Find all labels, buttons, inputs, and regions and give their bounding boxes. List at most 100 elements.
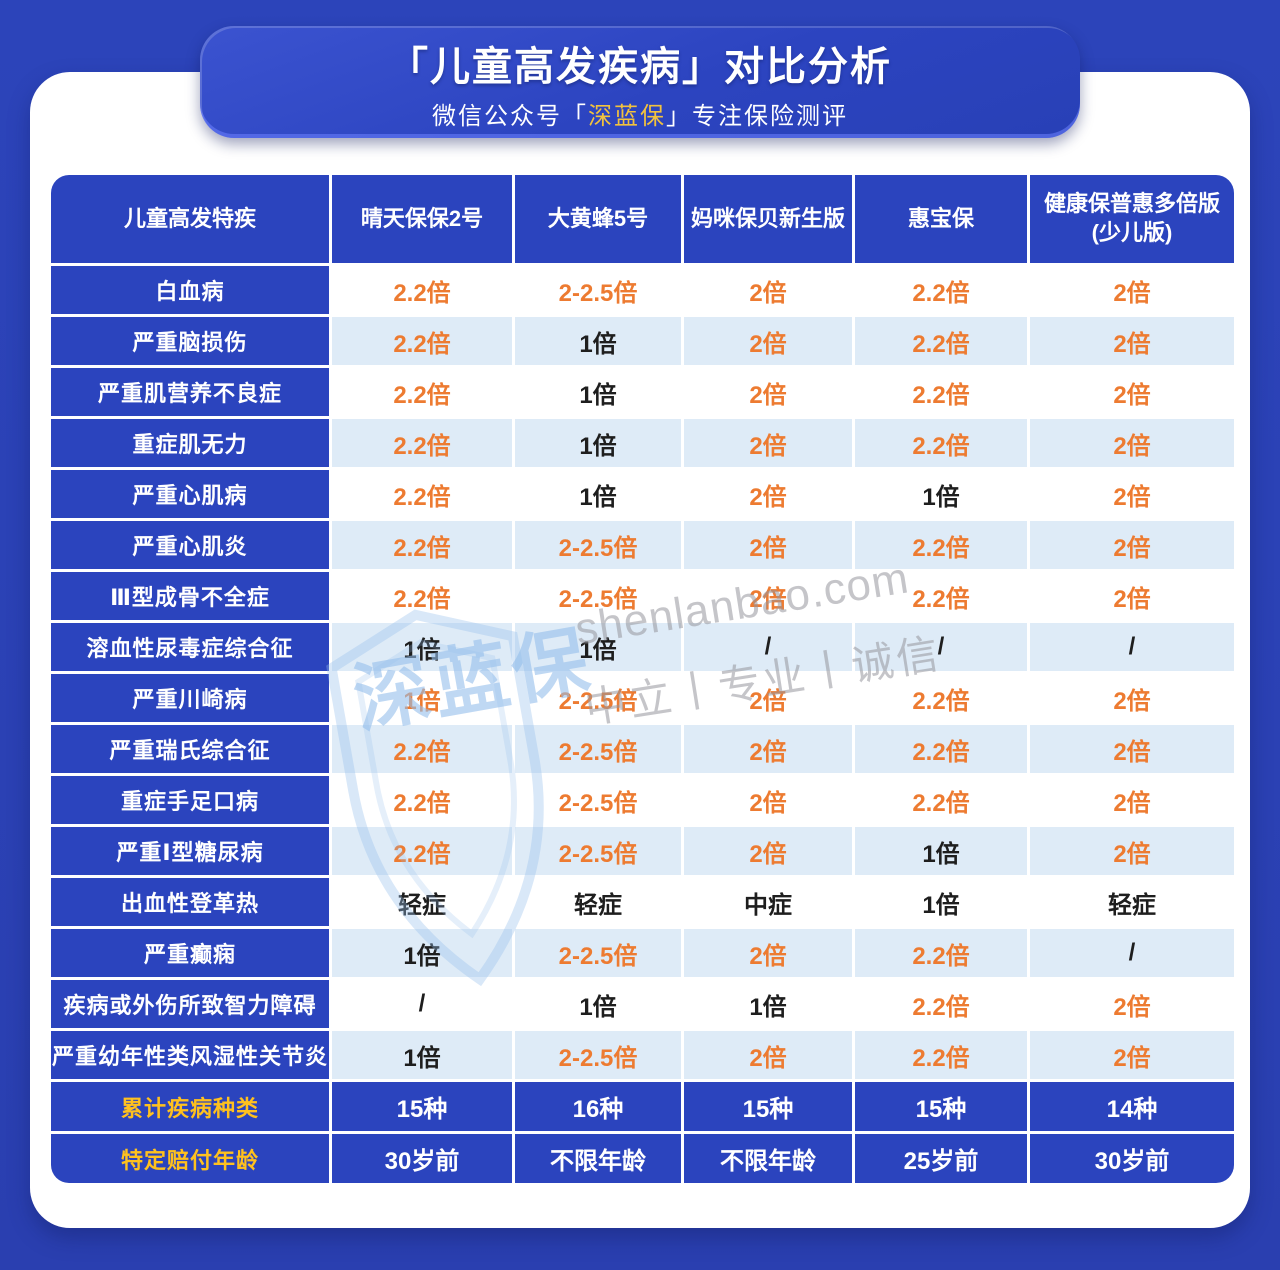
value-cell: 1倍	[515, 368, 681, 416]
row-label: 严重心肌炎	[51, 521, 329, 569]
value-cell: 15种	[855, 1082, 1027, 1131]
value-cell: 1倍	[515, 317, 681, 365]
comparison-table: 儿童高发特疾 晴天保保2号 大黄蜂5号 妈咪保贝新生版 惠宝保 健康保普惠多倍版…	[51, 175, 1234, 1183]
value-cell: 2-2.5倍	[515, 521, 681, 569]
value-cell: 2.2倍	[332, 317, 512, 365]
value-cell: 1倍	[855, 878, 1027, 926]
value-cell: 不限年龄	[515, 1134, 681, 1183]
table-row: 严重川崎病 1倍 2-2.5倍 2倍 2.2倍 2倍	[51, 674, 1234, 722]
value-cell: 2倍	[684, 572, 852, 620]
value-cell: 中症	[684, 878, 852, 926]
value-cell: 2倍	[1030, 980, 1234, 1028]
row-label: 严重川崎病	[51, 674, 329, 722]
table-row: 严重瑞氏综合征 2.2倍 2-2.5倍 2倍 2.2倍 2倍	[51, 725, 1234, 773]
comparison-table-body: 白血病 2.2倍 2-2.5倍 2倍 2.2倍 2倍 严重脑损伤 2.2倍 1倍 2倍 2.2…	[51, 266, 1234, 1183]
header-cell-product-3: 妈咪保贝新生版	[684, 175, 852, 263]
subtitle-prefix: 微信公众号「	[432, 102, 588, 130]
value-cell: 25岁前	[855, 1134, 1027, 1183]
value-cell: /	[332, 980, 512, 1028]
value-cell: /	[684, 623, 852, 671]
table-row: 白血病 2.2倍 2-2.5倍 2倍 2.2倍 2倍	[51, 266, 1234, 314]
value-cell: 2倍	[684, 470, 852, 518]
value-cell: 1倍	[515, 980, 681, 1028]
value-cell: 不限年龄	[684, 1134, 852, 1183]
brand-name: 深蓝保	[588, 102, 666, 130]
value-cell: 2-2.5倍	[515, 725, 681, 773]
content-card: 儿童高发特疾 晴天保保2号 大黄蜂5号 妈咪保贝新生版 惠宝保 健康保普惠多倍版…	[30, 72, 1250, 1228]
row-label: 出血性登革热	[51, 878, 329, 926]
value-cell: 2.2倍	[332, 725, 512, 773]
value-cell: 2倍	[684, 521, 852, 569]
header-cell-product-4: 惠宝保	[855, 175, 1027, 263]
value-cell: 2.2倍	[332, 368, 512, 416]
value-cell: 2倍	[684, 1031, 852, 1079]
value-cell: 2.2倍	[855, 980, 1027, 1028]
value-cell: 2.2倍	[332, 470, 512, 518]
row-label: 严重Ⅰ型糖尿病	[51, 827, 329, 875]
value-cell: 30岁前	[332, 1134, 512, 1183]
value-cell: 2.2倍	[332, 266, 512, 314]
value-cell: 2倍	[1030, 827, 1234, 875]
header-cell-product-2: 大黄蜂5号	[515, 175, 681, 263]
value-cell: 2倍	[1030, 572, 1234, 620]
row-label: 溶血性尿毒症综合征	[51, 623, 329, 671]
value-cell: 1倍	[332, 929, 512, 977]
row-label: 累计疾病种类	[51, 1082, 329, 1131]
value-cell: 2.2倍	[332, 572, 512, 620]
table-row: 严重心肌炎 2.2倍 2-2.5倍 2倍 2.2倍 2倍	[51, 521, 1234, 569]
value-cell: 2倍	[1030, 521, 1234, 569]
table-row: 出血性登革热 轻症 轻症 中症 1倍 轻症	[51, 878, 1234, 926]
header-cell-product-1: 晴天保保2号	[332, 175, 512, 263]
value-cell: 1倍	[515, 623, 681, 671]
row-label: 严重癫痫	[51, 929, 329, 977]
row-label: 严重肌营养不良症	[51, 368, 329, 416]
table-header-row: 儿童高发特疾 晴天保保2号 大黄蜂5号 妈咪保贝新生版 惠宝保 健康保普惠多倍版…	[51, 175, 1234, 263]
table-row: 溶血性尿毒症综合征 1倍 1倍 / / /	[51, 623, 1234, 671]
value-cell: 2倍	[684, 419, 852, 467]
value-cell: 2倍	[684, 674, 852, 722]
value-cell: 2-2.5倍	[515, 827, 681, 875]
value-cell: 15种	[684, 1082, 852, 1131]
value-cell: 2-2.5倍	[515, 1031, 681, 1079]
value-cell: 2.2倍	[855, 521, 1027, 569]
row-label: 严重幼年性类风湿性关节炎	[51, 1031, 329, 1079]
value-cell: 16种	[515, 1082, 681, 1131]
value-cell: 轻症	[332, 878, 512, 926]
value-cell: 2倍	[1030, 266, 1234, 314]
table-row: 累计疾病种类 15种 16种 15种 15种 14种	[51, 1082, 1234, 1131]
header-cell-diseases: 儿童高发特疾	[51, 175, 329, 263]
row-label: 特定赔付年龄	[51, 1134, 329, 1183]
value-cell: 2.2倍	[332, 419, 512, 467]
table-row: 重症肌无力 2.2倍 1倍 2倍 2.2倍 2倍	[51, 419, 1234, 467]
value-cell: 2.2倍	[855, 572, 1027, 620]
row-label: 严重瑞氏综合征	[51, 725, 329, 773]
table-row: 特定赔付年龄 30岁前 不限年龄 不限年龄 25岁前 30岁前	[51, 1134, 1234, 1183]
table-row: 严重脑损伤 2.2倍 1倍 2倍 2.2倍 2倍	[51, 317, 1234, 365]
value-cell: 2倍	[1030, 317, 1234, 365]
value-cell: 轻症	[515, 878, 681, 926]
row-label: Ⅲ型成骨不全症	[51, 572, 329, 620]
value-cell: /	[855, 623, 1027, 671]
value-cell: 2-2.5倍	[515, 674, 681, 722]
row-label: 疾病或外伤所致智力障碍	[51, 980, 329, 1028]
value-cell: 1倍	[855, 470, 1027, 518]
title-banner: 「儿童高发疾病」对比分析 微信公众号「深蓝保」专注保险测评	[200, 26, 1080, 138]
value-cell: 2-2.5倍	[515, 266, 681, 314]
value-cell: 2倍	[1030, 419, 1234, 467]
value-cell: 2.2倍	[855, 1031, 1027, 1079]
table-row: 严重癫痫 1倍 2-2.5倍 2倍 2.2倍 /	[51, 929, 1234, 977]
value-cell: 2.2倍	[855, 266, 1027, 314]
table-row: 重症手足口病 2.2倍 2-2.5倍 2倍 2.2倍 2倍	[51, 776, 1234, 824]
value-cell: 2-2.5倍	[515, 776, 681, 824]
value-cell: 轻症	[1030, 878, 1234, 926]
value-cell: 15种	[332, 1082, 512, 1131]
value-cell: 2倍	[1030, 1031, 1234, 1079]
value-cell: 2.2倍	[855, 674, 1027, 722]
value-cell: 2倍	[684, 929, 852, 977]
table-row: 严重心肌病 2.2倍 1倍 2倍 1倍 2倍	[51, 470, 1234, 518]
value-cell: 2倍	[684, 725, 852, 773]
subtitle-suffix: 」专注保险测评	[666, 102, 848, 130]
page-subtitle: 微信公众号「深蓝保」专注保险测评	[432, 96, 848, 131]
value-cell: 1倍	[332, 674, 512, 722]
table-row: 严重幼年性类风湿性关节炎 1倍 2-2.5倍 2倍 2.2倍 2倍	[51, 1031, 1234, 1079]
